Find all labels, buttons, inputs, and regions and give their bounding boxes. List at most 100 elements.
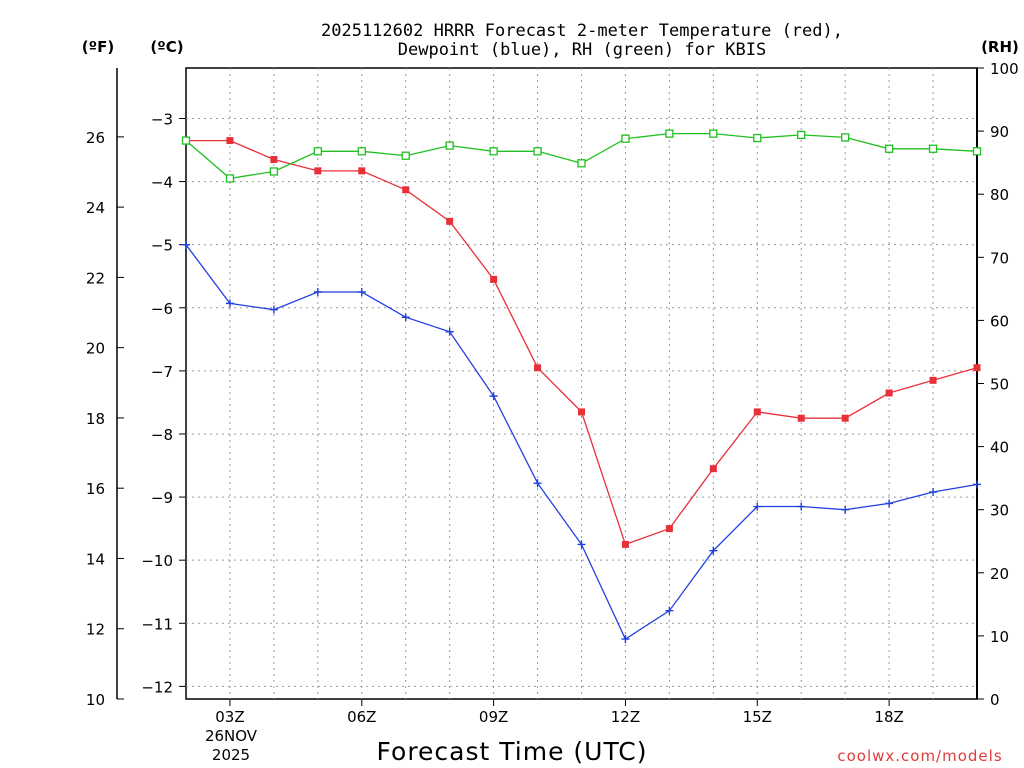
celsius-tick-label: −4 [151, 174, 173, 192]
rh-tick-label: 50 [990, 376, 1009, 394]
temperature-point [797, 414, 805, 422]
rh-point [313, 147, 322, 156]
temperature-point [270, 155, 278, 163]
date-year-label: 2025 [212, 746, 250, 764]
rh-tick-label: 10 [990, 628, 1009, 646]
rh-point [269, 167, 279, 176]
dewpoint-point [533, 479, 542, 488]
rh-point [621, 134, 630, 143]
dewpoint-point [313, 288, 322, 297]
dewpoint-point [973, 480, 981, 489]
celsius-tick-label: −8 [151, 426, 173, 444]
rh-point [841, 133, 850, 142]
fahrenheit-tick-label: 18 [86, 410, 105, 428]
rh-point [577, 159, 586, 168]
dewpoint-point [577, 540, 586, 549]
x-tick-label: 15Z [743, 708, 772, 726]
rh-point [972, 147, 982, 156]
dewpoint-point [401, 313, 410, 322]
rh-tick-label: 60 [990, 312, 1009, 330]
rh-point [797, 130, 806, 140]
chart-title-line1: 2025112602 HRRR Forecast 2-meter Tempera… [321, 21, 843, 41]
rh-point [445, 141, 454, 150]
dewpoint-point [445, 327, 454, 336]
fahrenheit-tick-label: 16 [86, 480, 105, 498]
x-tick-label: 18Z [874, 708, 903, 726]
rh-point [928, 144, 938, 153]
celsius-tick-label: −7 [151, 363, 173, 381]
x-axis-label: Forecast Time (UTC) [377, 737, 648, 766]
dewpoint-point [885, 499, 894, 508]
fahrenheit-tick-label: 14 [86, 550, 105, 568]
dewpoint-point [841, 505, 850, 514]
dewpoint-point [753, 502, 762, 511]
temperature-point [578, 408, 585, 416]
rh-tick-label: 0 [990, 691, 1000, 709]
x-tick-label: 06Z [347, 708, 376, 726]
temperature-point [534, 364, 542, 372]
rh-point [709, 129, 718, 138]
temperature-point [841, 414, 849, 422]
dewpoint-point [489, 392, 498, 401]
temperature-point [973, 364, 981, 372]
celsius-tick-label: −11 [141, 615, 173, 633]
temperature-point [314, 167, 322, 175]
temperature-point [929, 376, 937, 384]
dewpoint-point [665, 606, 674, 615]
data-series [181, 129, 982, 644]
fahrenheit-tick-label: 22 [86, 269, 105, 287]
x-tick-label: 09Z [479, 708, 508, 726]
x-tick-label: 03Z [215, 708, 244, 726]
temperature-point [226, 137, 234, 145]
temperature-point [709, 465, 717, 473]
celsius-tick-label: −9 [151, 489, 173, 507]
rh-point [884, 144, 894, 153]
x-tick-label: 12Z [611, 708, 640, 726]
celsius-tick-label: −12 [141, 678, 173, 696]
celsius-tick-label: −10 [141, 552, 173, 570]
rh-point [665, 129, 674, 138]
celsius-tick-label: −6 [151, 300, 173, 318]
rh-unit-label: (RH) [981, 38, 1019, 56]
credit-label: coolwx.com/models [837, 747, 1002, 765]
rh-point [401, 151, 410, 160]
rh-point [181, 136, 191, 145]
rh-tick-label: 40 [990, 439, 1009, 457]
temperature-point [665, 525, 673, 533]
rh-point [357, 147, 366, 156]
axis-ticks: 03Z 06Z 09Z 12Z 15Z 18Z −3 −4 −5 −6 −7 −8 −9 −10 −11 −1… [86, 60, 1019, 726]
date-day-label: 26NOV [205, 727, 258, 745]
temperature-point [490, 275, 498, 283]
dewpoint-point [182, 240, 190, 249]
celsius-unit-label: (ºC) [150, 38, 183, 56]
dewpoint-point [797, 502, 806, 511]
temperature-point [885, 389, 893, 397]
temperature-point [753, 408, 761, 416]
rh-tick-label: 20 [990, 565, 1009, 583]
rh-point [533, 147, 542, 156]
rh-tick-label: 80 [990, 186, 1009, 204]
rh-point [753, 133, 762, 143]
dewpoint-point [709, 546, 718, 555]
fahrenheit-tick-label: 10 [86, 691, 105, 709]
dewpoint-point [357, 288, 366, 297]
rh-point [225, 174, 235, 183]
celsius-tick-label: −3 [151, 110, 173, 128]
dewpoint-point [225, 299, 234, 308]
dewpoint-point [621, 635, 630, 644]
temperature-point [358, 167, 366, 175]
chart-title-line2: Dewpoint (blue), RH (green) for KBIS [398, 40, 766, 60]
fahrenheit-unit-label: (ºF) [82, 38, 114, 56]
celsius-tick-label: −5 [151, 237, 173, 255]
rh-point [489, 147, 498, 156]
temperature-point [621, 540, 629, 548]
fahrenheit-tick-label: 24 [86, 199, 105, 217]
fahrenheit-tick-label: 20 [86, 340, 105, 358]
temperature-point [446, 217, 454, 225]
temperature-point [402, 186, 410, 194]
rh-tick-label: 100 [990, 60, 1019, 78]
rh-tick-label: 70 [990, 249, 1009, 267]
dewpoint-point [269, 305, 278, 314]
fahrenheit-tick-label: 26 [86, 129, 105, 147]
